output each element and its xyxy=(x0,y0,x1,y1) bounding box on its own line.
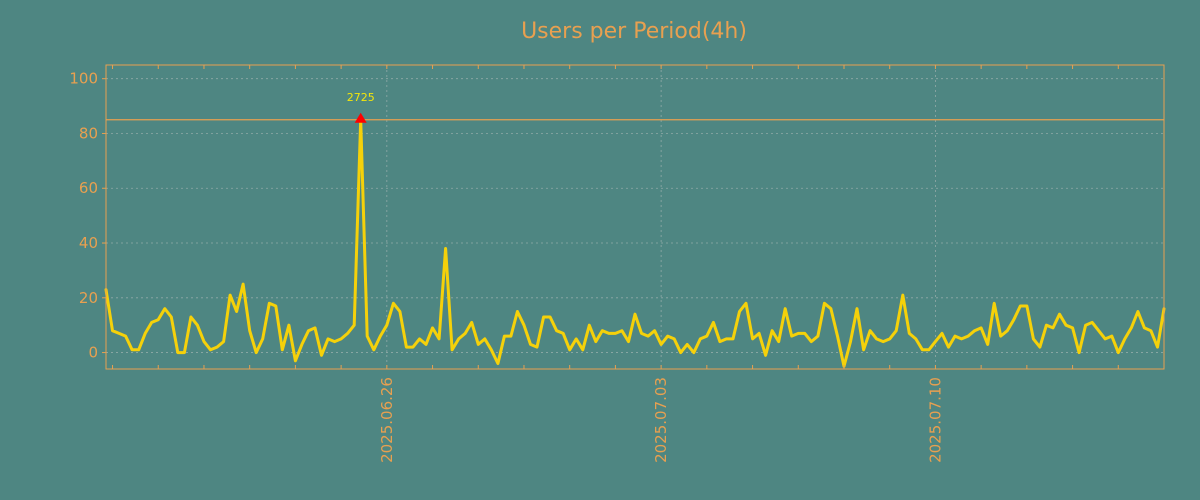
x-tick-label: 2025.07.10 xyxy=(926,377,944,463)
y-tick-labels: 0 20 40 60 80 100 xyxy=(69,70,98,362)
axes xyxy=(102,64,1165,370)
chart-title: Users per Period(4h) xyxy=(521,19,747,44)
y-tick-label: 20 xyxy=(79,289,98,307)
y-tick-label: 100 xyxy=(69,70,98,88)
y-tick-label: 40 xyxy=(79,234,98,252)
y-tick-label: 60 xyxy=(79,179,98,197)
plot-frame xyxy=(105,64,1165,370)
x-tick-label: 2025.06.26 xyxy=(378,377,396,463)
grid-lines xyxy=(106,65,1164,369)
x-tick-label: 2025.07.03 xyxy=(652,377,670,463)
series-users-line xyxy=(104,118,1166,368)
y-tick-label: 80 xyxy=(79,124,98,142)
peak-label: 2725 xyxy=(347,91,375,104)
y-tick-label: 0 xyxy=(88,344,98,362)
series-layer xyxy=(104,118,1166,368)
peak-layer: 2725 xyxy=(347,91,375,123)
peak-marker xyxy=(354,112,367,123)
